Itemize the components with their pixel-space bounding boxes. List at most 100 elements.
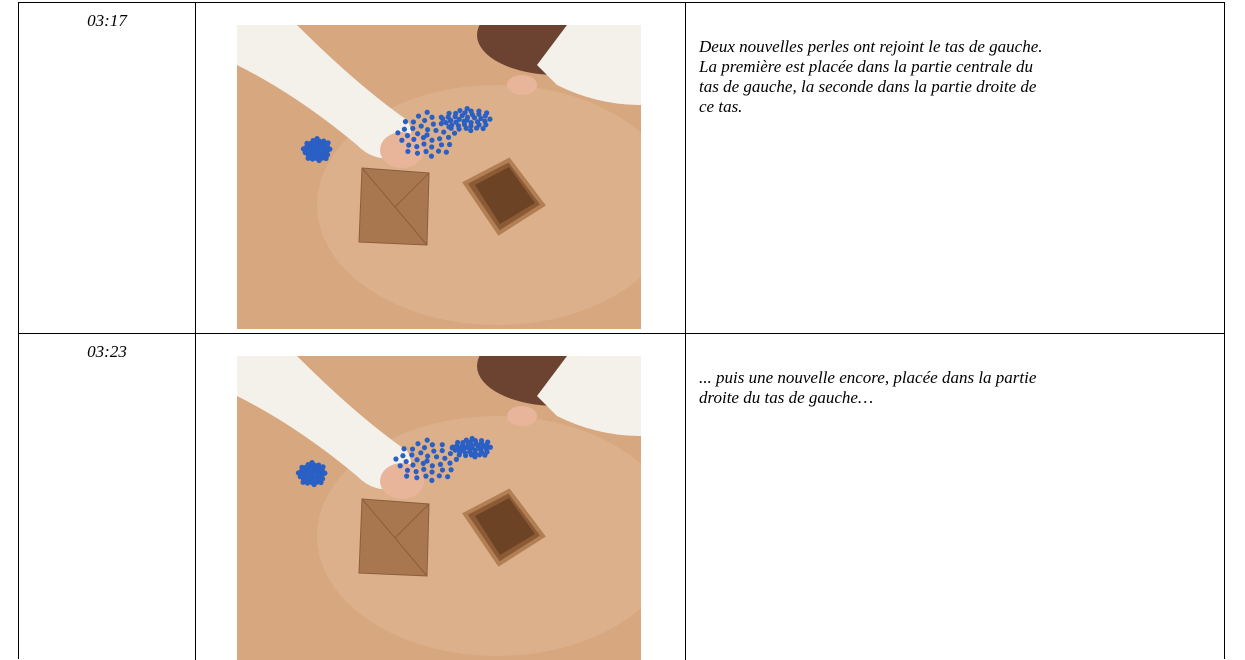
bead xyxy=(321,138,327,144)
bead xyxy=(299,464,305,470)
bead xyxy=(476,108,482,114)
table-row: 03:23 ... puis une nouvelle encore, placé… xyxy=(19,334,1224,660)
bead xyxy=(402,119,409,125)
description-line: tas de gauche, la seconde dans la partie… xyxy=(699,77,1037,96)
bead xyxy=(487,116,493,122)
bead xyxy=(468,127,474,134)
bead xyxy=(448,125,454,131)
bead xyxy=(318,479,324,486)
bead xyxy=(399,137,405,143)
bead xyxy=(443,120,449,126)
description-line: La première est placée dans la partie ce… xyxy=(699,57,1033,76)
hand xyxy=(380,132,424,168)
bead xyxy=(440,116,446,122)
description-line: ce tas. xyxy=(699,97,743,116)
bead xyxy=(453,119,459,125)
bead xyxy=(463,125,469,131)
bead xyxy=(487,444,493,450)
bead xyxy=(447,460,453,466)
bead xyxy=(469,435,475,442)
bead xyxy=(424,127,431,133)
bead xyxy=(414,150,421,156)
bead xyxy=(410,119,417,125)
bead xyxy=(424,458,430,464)
bead xyxy=(403,458,409,465)
bead xyxy=(404,133,411,139)
bead xyxy=(478,115,484,122)
bead xyxy=(429,137,435,143)
bead xyxy=(404,473,410,479)
hand xyxy=(380,463,424,499)
bead xyxy=(439,442,445,448)
bead xyxy=(456,126,462,132)
bead xyxy=(446,110,452,116)
box-fold xyxy=(361,167,430,246)
bead xyxy=(429,442,435,448)
description-cell: Deux nouvelles perles ont rejoint le tas… xyxy=(686,3,1224,333)
bead xyxy=(424,109,430,115)
bead xyxy=(430,121,436,127)
bead xyxy=(437,136,443,142)
video-frame xyxy=(237,25,641,329)
bead xyxy=(415,131,421,137)
bead xyxy=(423,148,429,155)
bead xyxy=(420,460,426,466)
bead xyxy=(421,141,427,147)
bead xyxy=(433,127,439,134)
box-inside xyxy=(475,167,535,224)
bead xyxy=(445,134,452,140)
bead xyxy=(325,140,331,146)
bead xyxy=(474,125,480,131)
bead xyxy=(462,110,468,116)
bead xyxy=(323,155,329,162)
bead xyxy=(413,469,419,475)
bead xyxy=(468,108,474,114)
bead xyxy=(322,470,328,476)
arm-right xyxy=(537,25,641,105)
bead xyxy=(438,121,444,127)
bead xyxy=(429,144,435,150)
bead xyxy=(414,475,420,481)
bead xyxy=(415,113,422,119)
bead xyxy=(404,467,411,473)
bead xyxy=(439,447,445,454)
bead xyxy=(418,123,424,129)
bead xyxy=(309,460,315,466)
bead xyxy=(438,142,445,148)
bead xyxy=(448,467,454,473)
table: 03:17 Deux nouvelles perles ont rejoint l… xyxy=(18,2,1225,660)
bead xyxy=(482,452,488,458)
bead xyxy=(311,481,317,488)
bead xyxy=(327,146,333,152)
bead xyxy=(439,467,446,473)
bead xyxy=(429,463,435,469)
bead xyxy=(410,125,416,132)
bead xyxy=(447,450,454,457)
bead xyxy=(418,450,424,456)
box-fold xyxy=(361,498,430,577)
bead xyxy=(468,123,474,129)
bead xyxy=(405,148,411,155)
bead xyxy=(484,110,490,116)
bead xyxy=(414,457,420,463)
bead xyxy=(420,134,427,141)
arm-left xyxy=(237,356,411,490)
bead xyxy=(477,452,483,458)
bead xyxy=(451,130,458,136)
bead xyxy=(309,156,316,162)
bead xyxy=(455,439,461,446)
bead xyxy=(456,452,462,458)
fingers xyxy=(507,406,537,426)
bead xyxy=(320,464,326,470)
bead xyxy=(428,153,435,159)
bead xyxy=(431,448,437,454)
bead xyxy=(469,443,475,449)
bead xyxy=(423,473,429,479)
bead xyxy=(433,454,440,460)
bead xyxy=(437,461,444,467)
bead xyxy=(445,474,451,480)
bead xyxy=(411,136,417,142)
bead xyxy=(424,437,430,443)
bead xyxy=(441,129,447,135)
